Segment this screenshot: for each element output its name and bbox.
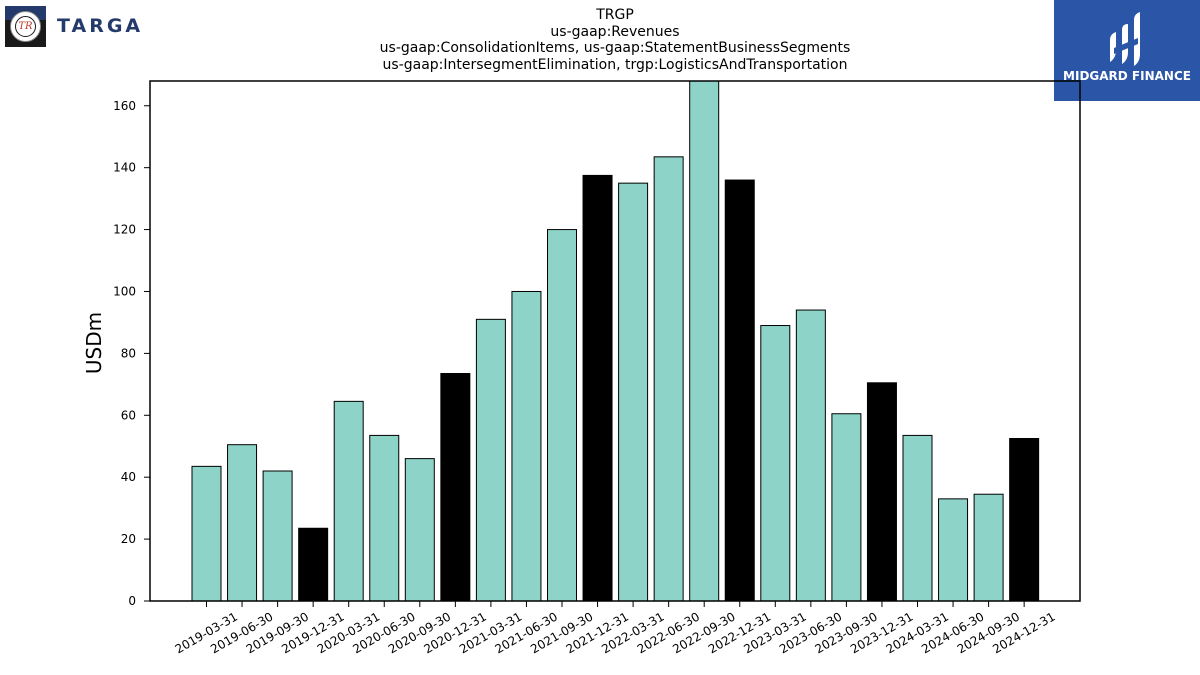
x-axis: 2019-03-312019-06-302019-09-302019-12-31… <box>173 601 1058 656</box>
chart-title-line-1: TRGP <box>596 7 634 23</box>
bar-2023-09-30 <box>831 413 862 602</box>
bar-2022-12-31 <box>724 179 755 602</box>
bar-2024-12-31 <box>1009 438 1040 602</box>
y-tick-label: 80 <box>121 346 136 360</box>
bar-2019-06-30 <box>227 444 258 602</box>
bar-2020-12-31 <box>440 373 471 602</box>
bar-2020-03-31 <box>333 400 364 602</box>
targa-monogram: TR <box>15 15 36 37</box>
y-tick-label: 100 <box>113 284 136 298</box>
bar-2019-09-30 <box>262 470 293 602</box>
bar-2021-03-31 <box>475 318 506 602</box>
plot-frame <box>149 80 1081 602</box>
y-tick-label: 140 <box>113 161 136 175</box>
bar-2020-06-30 <box>369 434 400 602</box>
midgard-logo-text: MIDGARD FINANCE <box>1063 69 1191 83</box>
y-tick-label: 160 <box>113 99 136 113</box>
bar-2023-12-31 <box>866 382 897 602</box>
bar-2024-06-30 <box>938 498 969 602</box>
y-axis: 0 20 40 60 80 100 120 140 160 <box>113 99 150 608</box>
bar-2019-03-31 <box>191 465 222 602</box>
y-tick-label: 120 <box>113 223 136 237</box>
targa-logo-text: TARGA <box>57 15 144 37</box>
chart-title-line-2: us-gaap:Revenues <box>550 23 680 40</box>
bar-2023-06-30 <box>795 309 826 602</box>
bar-2024-03-31 <box>902 434 933 602</box>
bar-2021-06-30 <box>511 290 542 602</box>
y-tick-label: 60 <box>121 408 136 422</box>
y-tick-label: 40 <box>121 470 136 484</box>
chart-title-line-3: us-gaap:ConsolidationItems, us-gaap:Stat… <box>379 40 851 56</box>
y-tick-label: 0 <box>128 594 136 608</box>
bar-2022-09-30 <box>689 80 720 602</box>
bar-2020-09-30 <box>404 458 435 602</box>
chart-title: TRGP us-gaap:Revenues us-gaap:Consolidat… <box>300 7 930 73</box>
chart-title-line-4: us-gaap:IntersegmentElimination, trgp:Lo… <box>382 56 848 73</box>
bar-2021-12-31 <box>582 174 613 602</box>
bar-2022-06-30 <box>653 156 684 602</box>
y-axis-label: USDm <box>82 312 106 374</box>
targa-logo-icon: TR <box>5 5 46 47</box>
targa-logo: TR TARGA <box>5 5 143 47</box>
bar-2024-09-30 <box>973 493 1004 602</box>
bar-2022-03-31 <box>618 182 649 602</box>
midgard-finance-logo: MIDGARD FINANCE <box>1054 0 1200 101</box>
y-tick-label: 20 <box>121 532 136 546</box>
bar-series <box>191 80 1040 602</box>
bar-2023-03-31 <box>760 325 791 602</box>
midgard-logo-icon <box>1110 12 1140 66</box>
bar-2021-09-30 <box>547 229 577 602</box>
bar-2019-12-31 <box>298 527 329 602</box>
